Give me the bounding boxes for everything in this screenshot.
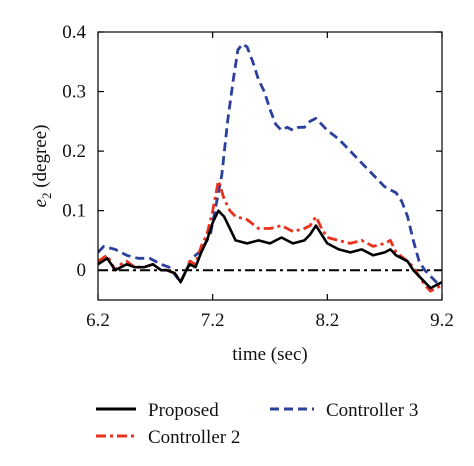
y-axis-label: e2 (degree) xyxy=(30,125,54,208)
legend-label-controller-2: Controller 2 xyxy=(148,427,240,448)
x-tick-label: 7.2 xyxy=(201,310,225,331)
legend: Proposed Controller 3 Controller 2 xyxy=(96,400,418,448)
legend-label-controller-3: Controller 3 xyxy=(326,400,418,421)
x-tick-label: 6.2 xyxy=(86,310,110,331)
y-axis-label-sub: 2 xyxy=(39,193,54,200)
series-line-controller-2 xyxy=(98,179,442,293)
y-tick-label: 0 xyxy=(77,260,87,281)
y-tick-label: 0.3 xyxy=(62,82,86,103)
y-tick-label: 0.4 xyxy=(62,22,86,43)
y-axis-label-main: e xyxy=(30,199,51,207)
x-tick-label: 8.2 xyxy=(315,310,339,331)
ticklabel-layer: 6.2 7.2 8.2 9.2 0 0.1 0.2 0.3 0.4 xyxy=(62,22,454,331)
y-axis-label-rest: (degree) xyxy=(30,125,51,193)
x-tick-label: 9.2 xyxy=(430,310,454,331)
series-line-proposed xyxy=(98,209,442,290)
legend-label-proposed: Proposed xyxy=(148,400,219,421)
tick-layer xyxy=(97,31,443,300)
x-axis-label: time (sec) xyxy=(232,344,307,365)
y-tick-label: 0.1 xyxy=(62,201,86,222)
series-layer xyxy=(98,42,442,293)
plot-frame xyxy=(97,31,443,301)
y-tick-label: 0.2 xyxy=(62,141,86,162)
